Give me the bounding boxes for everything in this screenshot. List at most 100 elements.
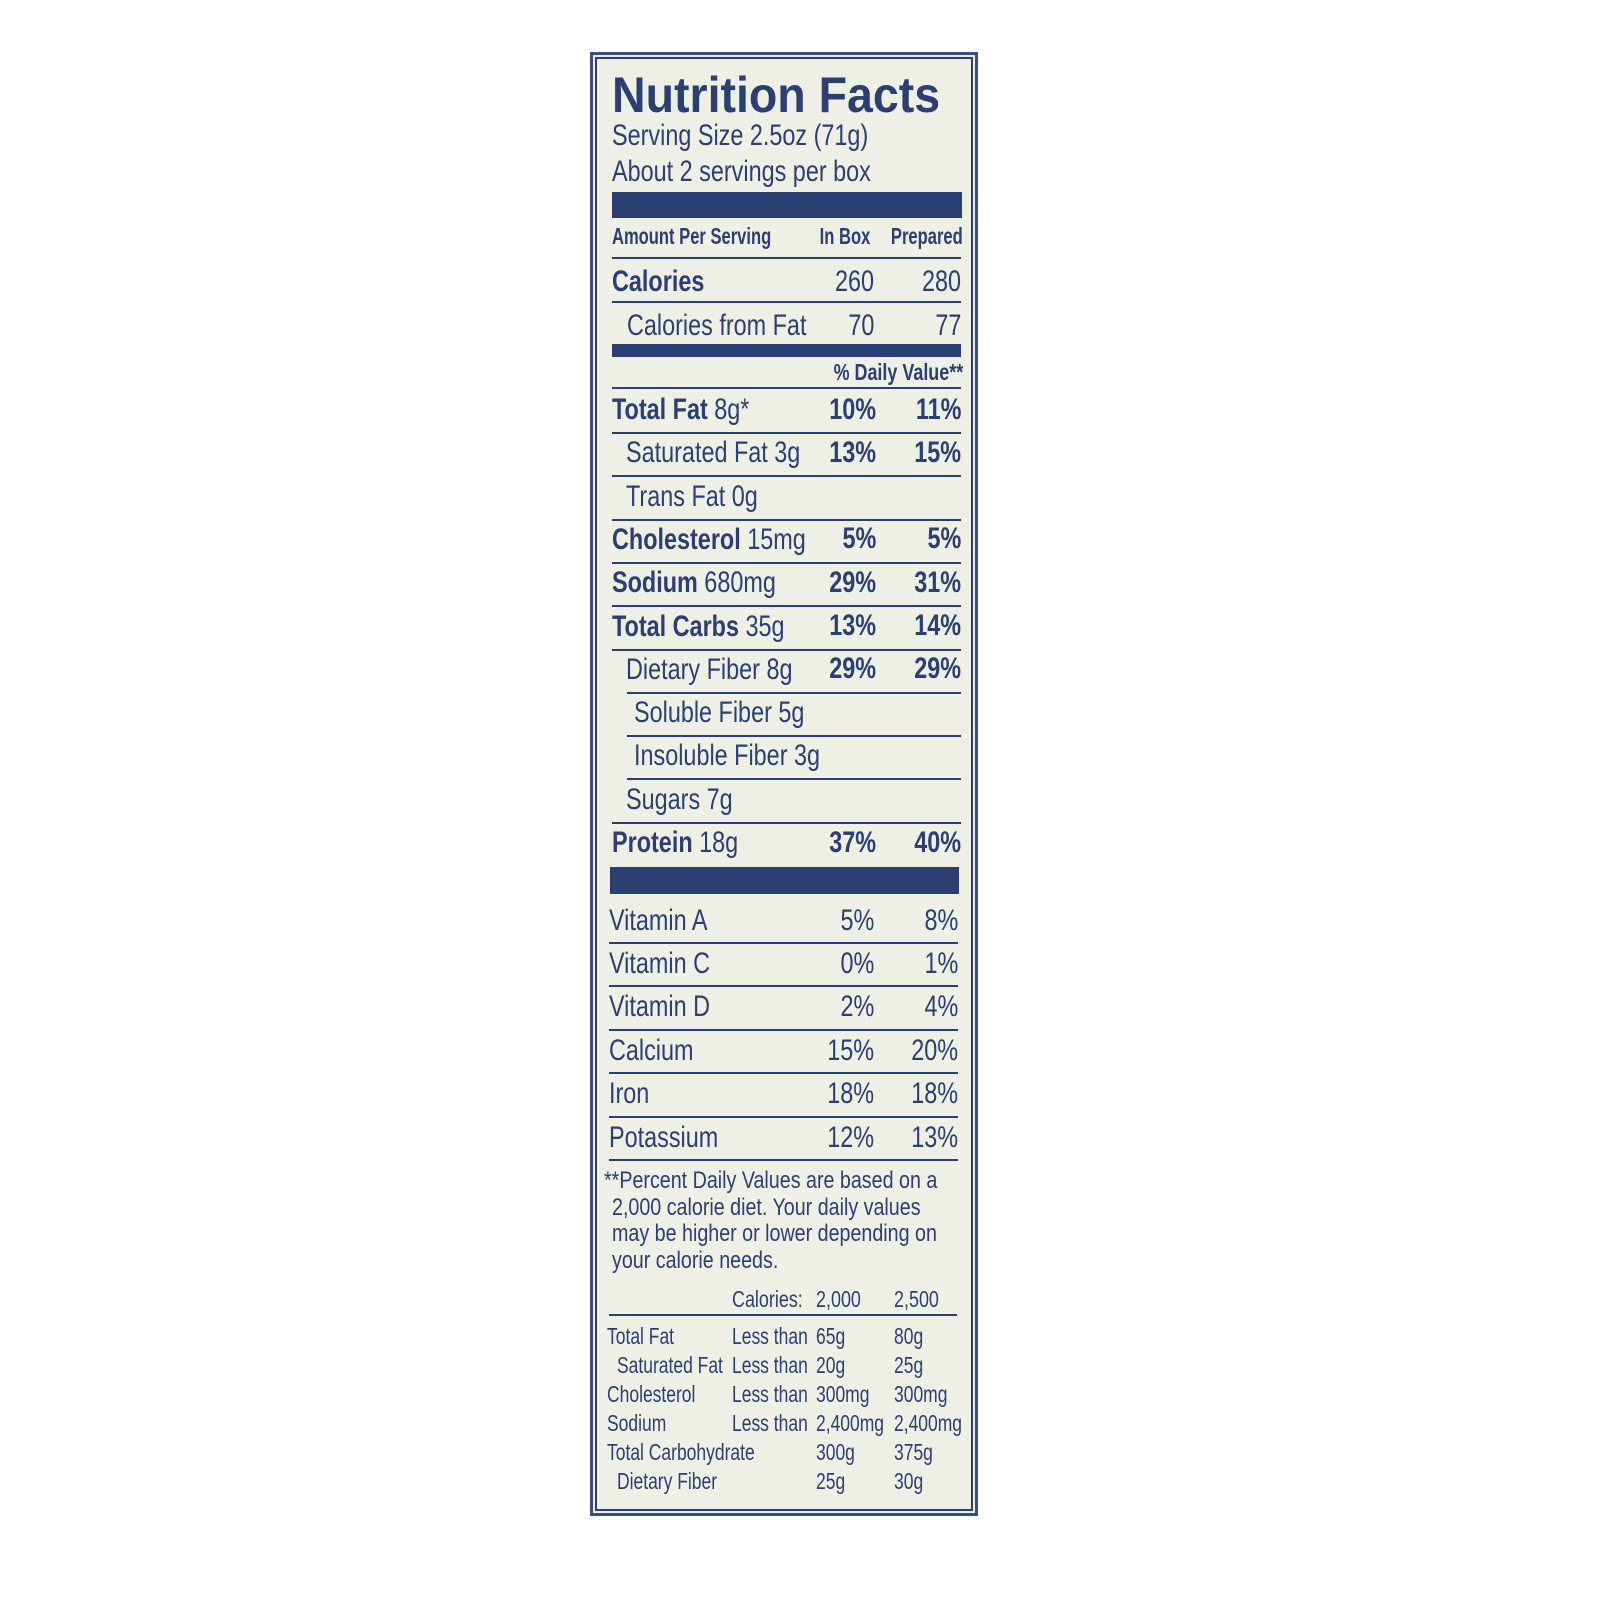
divider xyxy=(609,1314,957,1316)
nutrient-amount: 3g xyxy=(774,436,801,470)
nutrient-prepared: 29% xyxy=(901,654,961,684)
dv-row-name-text: Total Carbohydrate xyxy=(607,1439,755,1466)
thick-bar xyxy=(610,867,959,894)
nutrient-in-box: 5% xyxy=(833,524,876,554)
vitamin-name: Calcium xyxy=(609,1033,717,1067)
footnote-line-text: 2,000 calorie diet. Your daily values xyxy=(612,1193,921,1221)
dv-calories-2500-text: 2,500 xyxy=(894,1286,939,1313)
header-amount: Amount Per Serving xyxy=(612,225,833,248)
dv-calories-2000-text: 2,000 xyxy=(816,1286,861,1313)
nutrient-row-5: Total Carbs 35g xyxy=(612,611,833,642)
nutrient-in-box-text: 13% xyxy=(829,609,876,642)
dv-row-2500: 30g xyxy=(894,1470,932,1493)
dv-row-2500: 300mg xyxy=(894,1383,964,1406)
dv-row-2000-text: 300g xyxy=(816,1439,855,1466)
vitamin-in-box: 18% xyxy=(814,1079,874,1109)
vitamin-name: Vitamin D xyxy=(609,992,739,1022)
divider xyxy=(627,691,961,694)
nutrient-row-9: Sugars 7g xyxy=(626,782,763,816)
vitamin-name: Vitamin A xyxy=(609,905,735,936)
dv-row-qualifier-text: Less than xyxy=(732,1410,808,1437)
nutrient-row-0: Total Fat 8g* xyxy=(612,395,788,425)
nutrient-in-box-text: 5% xyxy=(842,522,876,556)
vitamin-name-text: Calcium xyxy=(609,1033,694,1067)
vitamin-in-box-text: 12% xyxy=(827,1120,874,1154)
vitamin-prepared: 13% xyxy=(898,1120,958,1154)
dv-row-2500-text: 375g xyxy=(894,1439,933,1466)
dv-row-qualifier: Less than xyxy=(732,1325,832,1348)
nutrient-name: Saturated Fat xyxy=(626,436,768,470)
divider xyxy=(612,605,961,608)
title: Nutrition Facts xyxy=(612,70,965,120)
vitamin-prepared: 8% xyxy=(915,905,958,936)
nutrient-in-box: 29% xyxy=(816,654,876,684)
nutrient-row-8: Insoluble Fiber 3g xyxy=(634,741,873,771)
vitamin-in-box: 2% xyxy=(831,992,874,1022)
footnote-line-text: may be higher or lower depending on xyxy=(612,1220,937,1248)
serving-size: Serving Size 2.5oz (71g) xyxy=(612,118,941,152)
nutrient-amount: 7g xyxy=(706,782,733,816)
dv-row-2500-text: 80g xyxy=(894,1323,924,1350)
vitamin-name: Iron xyxy=(609,1079,661,1109)
nutrient-prepared: 15% xyxy=(901,437,961,468)
dv-row-2000: 20g xyxy=(816,1354,854,1377)
vitamin-in-box-text: 5% xyxy=(840,903,874,937)
divider xyxy=(612,648,961,651)
nutrient-in-box: 37% xyxy=(816,827,876,858)
vitamin-prepared: 20% xyxy=(898,1035,958,1066)
dv-row-2000: 2,400mg xyxy=(816,1412,906,1435)
divider xyxy=(627,778,961,781)
nutrient-in-box: 13% xyxy=(816,437,876,468)
nutrient-amount: 18g xyxy=(699,826,739,859)
nutrient-name: Dietary Fiber xyxy=(626,652,760,686)
dv-row-2500-text: 30g xyxy=(894,1468,924,1495)
dv-row-2500: 2,400mg xyxy=(894,1412,984,1435)
divider xyxy=(609,1028,958,1031)
divider xyxy=(612,475,961,478)
nutrient-in-box: 29% xyxy=(816,567,876,598)
nutrient-in-box-text: 29% xyxy=(829,652,876,686)
nutrient-prepared-text: 40% xyxy=(914,825,961,859)
nutrient-amount: 8g* xyxy=(714,393,750,426)
dv-row-qualifier: Less than xyxy=(732,1412,832,1435)
dv-row-2000-text: 25g xyxy=(816,1468,846,1495)
dv-row-name: Sodium xyxy=(607,1412,685,1435)
dv-calories-label: Calories: xyxy=(732,1288,823,1311)
footnote-line: **Percent Daily Values are based on a xyxy=(604,1166,1010,1194)
dv-row-qualifier-text: Less than xyxy=(732,1381,808,1408)
vitamin-name-text: Iron xyxy=(609,1077,650,1111)
divider xyxy=(612,821,961,824)
dv-row-name-text: Cholesterol xyxy=(607,1381,696,1408)
calories-in-box-text: 260 xyxy=(834,264,874,298)
dv-row-2000: 300mg xyxy=(816,1383,886,1406)
dv-row-name: Cholesterol xyxy=(607,1383,723,1406)
nutrient-prepared-text: 29% xyxy=(914,652,961,686)
vitamin-in-box-text: 15% xyxy=(827,1033,874,1067)
dv-row-2500: 375g xyxy=(894,1441,945,1464)
footnote-line-text: **Percent Daily Values are based on a xyxy=(604,1166,938,1194)
divider xyxy=(609,1072,958,1075)
nutrient-name: Cholesterol xyxy=(612,522,741,556)
dv-row-2500-text: 25g xyxy=(894,1352,924,1379)
nutrient-row-3: Cholesterol 15mg xyxy=(612,522,860,556)
footnote-line: your calorie needs. xyxy=(612,1248,815,1273)
dv-row-qualifier-text: Less than xyxy=(732,1323,808,1350)
vitamin-in-box: 15% xyxy=(814,1033,874,1067)
nutrient-prepared-text: 14% xyxy=(914,609,961,642)
vitamin-name: Vitamin C xyxy=(609,948,739,979)
dv-calories-label-text: Calories: xyxy=(732,1286,803,1313)
divider xyxy=(612,561,961,564)
divider xyxy=(612,432,961,434)
dv-row-2500-text: 300mg xyxy=(894,1381,948,1408)
header-in-box: In Box xyxy=(800,225,870,248)
serving-size-text: Serving Size 2.5oz (71g) xyxy=(612,118,869,152)
divider xyxy=(612,518,961,521)
vitamin-name: Potassium xyxy=(609,1122,749,1153)
daily-value-header: % Daily Value** xyxy=(797,361,963,384)
calories-in-box: 260 xyxy=(824,264,874,298)
dv-row-2000: 300g xyxy=(816,1441,867,1464)
thick-bar xyxy=(612,192,962,218)
vitamin-prepared-text: 13% xyxy=(911,1120,958,1154)
title-text: Nutrition Facts xyxy=(612,66,941,123)
nutrient-name: Soluble Fiber xyxy=(634,696,772,730)
